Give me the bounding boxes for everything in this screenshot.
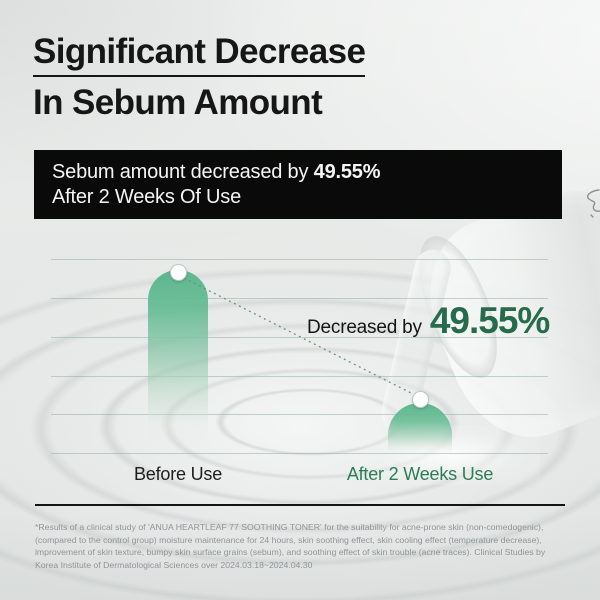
data-point-dot-icon bbox=[170, 264, 187, 281]
footnote-divider bbox=[35, 504, 565, 506]
footnote-line: *Results of a clinical study of 'ANUA HE… bbox=[35, 522, 544, 532]
gridline bbox=[51, 259, 548, 260]
bar-after-2-weeks-use bbox=[388, 403, 452, 453]
gridline bbox=[51, 298, 548, 299]
label-after-2-weeks-use: After 2 Weeks Use bbox=[346, 464, 494, 484]
footnote-line: (compared to the control group) moisture… bbox=[35, 534, 542, 545]
gridline bbox=[51, 414, 548, 415]
script-squiggle-icon bbox=[586, 189, 600, 218]
data-point-dot-icon bbox=[412, 391, 429, 408]
banner-line-1: Sebum amount decreased by 49.55% bbox=[52, 160, 544, 185]
gridline bbox=[51, 376, 548, 377]
banner-line-1-text: Sebum amount decreased by bbox=[52, 161, 309, 183]
footnote-line: Korea Institute of Dermatological Scienc… bbox=[35, 559, 313, 570]
decrease-annotation: Decreased by 49.55% bbox=[307, 300, 550, 342]
banner-stat-value: 49.55% bbox=[313, 161, 381, 183]
title-line-1: Significant Decrease bbox=[33, 34, 366, 77]
label-before-use: Before Use bbox=[133, 464, 223, 484]
title-line-2: In Sebum Amount bbox=[33, 83, 323, 122]
banner-line-2: After 2 Weeks Of Use bbox=[52, 186, 242, 208]
footnote-line: improvement of skin texture, bumpy skin … bbox=[35, 547, 546, 558]
decrease-annotation-label: Decreased by bbox=[307, 317, 422, 338]
highlight-banner: Sebum amount decreased by 49.55% After 2… bbox=[34, 150, 562, 219]
gridline bbox=[51, 453, 548, 454]
page-title: Significant Decrease In Sebum Amount bbox=[33, 34, 366, 122]
bar-before-use bbox=[148, 270, 208, 453]
decrease-annotation-value: 49.55% bbox=[429, 300, 550, 341]
footnote: *Results of a clinical study of 'ANUA HE… bbox=[35, 521, 595, 571]
